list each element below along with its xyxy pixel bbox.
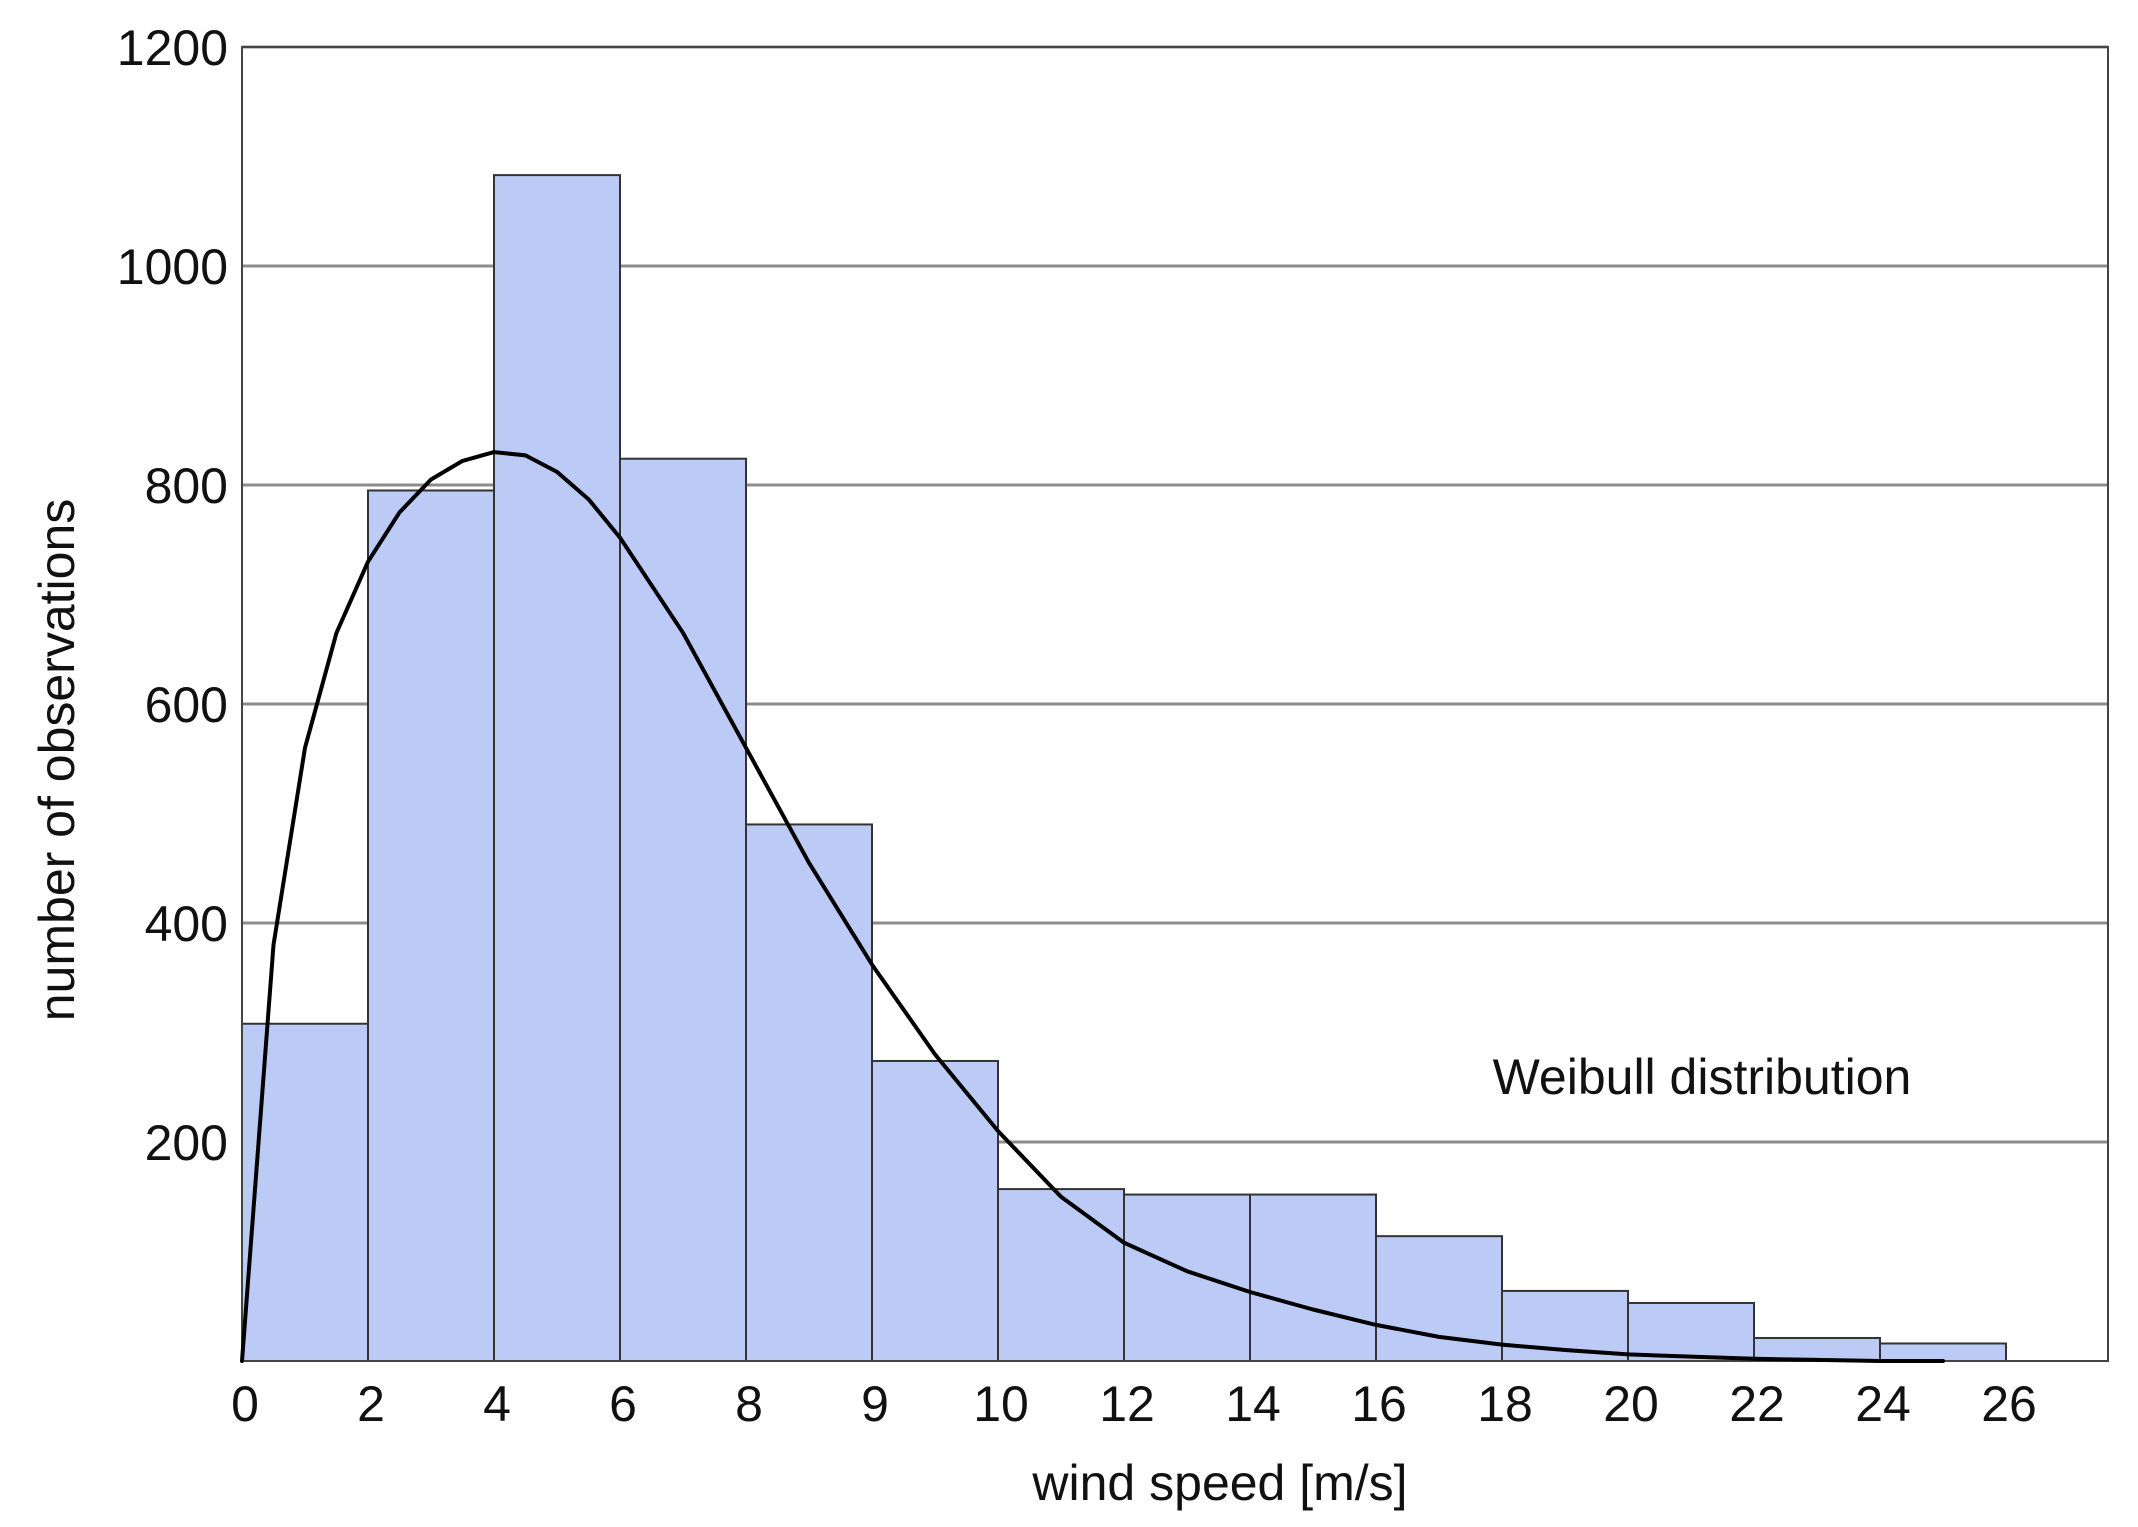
x-tick-14: 14	[1225, 1376, 1281, 1432]
x-tick-22: 22	[1729, 1376, 1785, 1432]
bar-2	[493, 174, 621, 1363]
y-axis-label: number of observations	[29, 499, 85, 1022]
x-tick-20: 20	[1603, 1376, 1659, 1432]
x-tick-16: 16	[1351, 1376, 1407, 1432]
bar-8	[1249, 1193, 1377, 1363]
bar-11	[1627, 1301, 1755, 1362]
y-tick-600: 600	[145, 677, 228, 733]
weibull-curve	[240, 450, 1945, 1363]
y-tick-labels: 200 400 600 800 1000 1200	[117, 20, 228, 1171]
bar-6	[997, 1188, 1125, 1362]
y-tick-200: 200	[145, 1115, 228, 1171]
x-tick-26: 26	[1981, 1376, 2037, 1432]
bar-4	[745, 823, 873, 1362]
x-tick-8: 8	[735, 1376, 763, 1432]
x-tick-labels: 0 2 4 6 8 9 10 12 14 16 18 20 22 24 26	[231, 1376, 2037, 1432]
x-tick-12: 12	[1099, 1376, 1155, 1432]
plot-frame	[241, 46, 2109, 1362]
y-tick-1200: 1200	[117, 20, 228, 76]
bar-3	[619, 457, 747, 1363]
x-tick-24: 24	[1855, 1376, 1911, 1432]
histogram-bars	[241, 174, 2007, 1363]
x-tick-0: 0	[231, 1376, 259, 1432]
x-axis-label: wind speed [m/s]	[1031, 1455, 1407, 1511]
x-tick-6: 6	[609, 1376, 637, 1432]
x-tick-2: 2	[357, 1376, 385, 1432]
bar-7	[1123, 1193, 1251, 1363]
x-tick-10: 10	[973, 1376, 1029, 1432]
x-tick-9: 9	[861, 1376, 889, 1432]
x-tick-4: 4	[483, 1376, 511, 1432]
y-tick-1000: 1000	[117, 239, 228, 295]
bar-0	[241, 1022, 369, 1362]
weibull-label: Weibull distribution	[1493, 1049, 1912, 1105]
x-tick-18: 18	[1477, 1376, 1533, 1432]
y-tick-400: 400	[145, 896, 228, 952]
bar-13	[1879, 1342, 2007, 1362]
bar-1	[367, 489, 495, 1363]
y-tick-800: 800	[145, 458, 228, 514]
